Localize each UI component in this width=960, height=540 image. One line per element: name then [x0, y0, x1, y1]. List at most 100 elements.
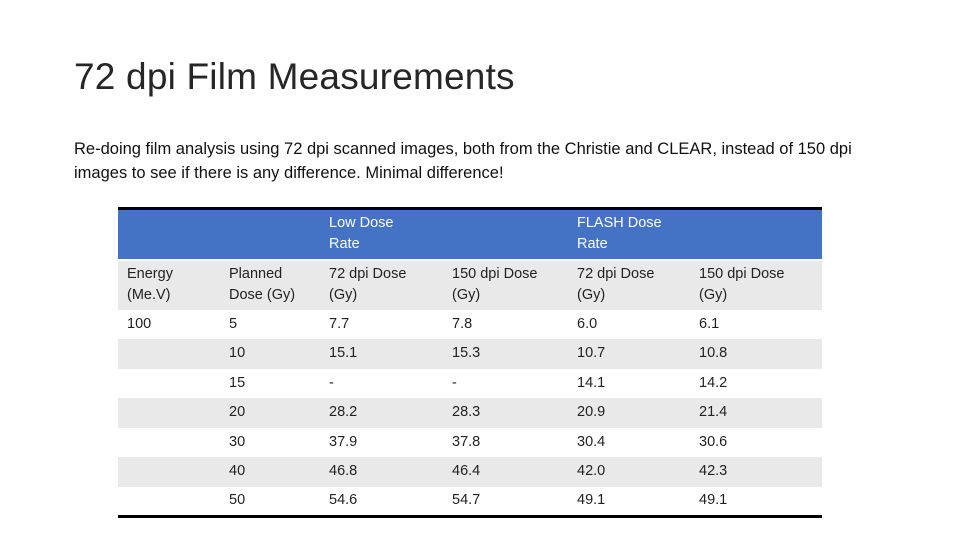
cell-text: 14.1 [577, 374, 606, 391]
table-cell: 42.3 [690, 457, 822, 487]
table-cell: 10.8 [690, 339, 822, 369]
slide-title: 72 dpi Film Measurements [74, 56, 515, 97]
data-row: 30 37.9 37.8 30.4 30.6 [118, 428, 822, 458]
data-row: 50 54.6 54.7 49.1 49.1 [118, 487, 822, 517]
cell-text: 40 [229, 463, 246, 480]
table-cell: 10.7 [568, 339, 690, 369]
cell-text: 100 [127, 315, 152, 332]
cell-text: 10.8 [699, 345, 728, 362]
cell-text: 10 [229, 345, 246, 362]
table-cell: 28.3 [443, 398, 568, 428]
table-cell [118, 457, 220, 487]
table-cell: 30 [220, 428, 320, 458]
group-header-row: Low Dose Rate FLASH Dose Rate [118, 208, 822, 261]
cell-text: 54.6 [329, 492, 358, 508]
table-cell: 30.6 [690, 428, 822, 458]
table-cell: 6.0 [568, 310, 690, 340]
cell-text: 46.4 [452, 463, 481, 480]
column-header-row: Energy (Me.V) Planned Dose (Gy) 72 dpi Dos… [118, 259, 822, 310]
table-cell: 72 dpi Dose (Gy) [320, 260, 443, 310]
table-cell: - [443, 369, 568, 399]
cell-text: 42.0 [577, 463, 606, 480]
cell-text: 30.6 [699, 433, 728, 450]
cell-text: 15.1 [329, 345, 358, 362]
cell-text: 49.1 [577, 492, 606, 508]
table-cell: Energy (Me.V) [118, 260, 220, 310]
cell-text: FLASH Dose Rate [577, 215, 662, 253]
table-cell: 7.7 [320, 310, 443, 340]
cell-text: 20.9 [577, 404, 606, 421]
table-cell [118, 398, 220, 428]
cell-text: Energy (Me.V) [127, 266, 173, 303]
table-cell: 30.4 [568, 428, 690, 458]
data-row: 10 15.1 15.3 10.7 10.8 [118, 339, 822, 369]
cell-text: 150 dpi Dose (Gy) [699, 266, 785, 303]
cell-text: Planned Dose (Gy) [229, 266, 296, 303]
table-cell [443, 208, 568, 261]
cell-text: 6.0 [577, 315, 598, 332]
cell-text: 37.9 [329, 433, 358, 450]
table-cell: 14.2 [690, 369, 822, 399]
table-cell: 72 dpi Dose (Gy) [568, 260, 690, 310]
cell-text: 7.7 [329, 315, 350, 332]
cell-text: 28.2 [329, 404, 358, 421]
table-cell: 50 [220, 487, 320, 517]
table-cell: 49.1 [568, 487, 690, 517]
table-cell: 5 [220, 310, 320, 340]
data-row: 20 28.2 28.3 20.9 21.4 [118, 398, 822, 428]
cell-text: 30 [229, 433, 246, 450]
cell-text: 30.4 [577, 433, 606, 450]
table-cell: 54.6 [320, 487, 443, 517]
table-cell: - [320, 369, 443, 399]
cell-text: 72 dpi Dose (Gy) [577, 266, 655, 303]
table-cell: 10 [220, 339, 320, 369]
table-cell [118, 487, 220, 517]
table-cell [118, 428, 220, 458]
table-cell: 20.9 [568, 398, 690, 428]
cell-text: 5 [229, 315, 238, 332]
table-cell: 42.0 [568, 457, 690, 487]
cell-text: 72 dpi Dose (Gy) [329, 266, 407, 303]
cell-text: - [452, 374, 457, 391]
data-row: 15 - - 14.1 14.2 [118, 369, 822, 399]
table-cell [118, 339, 220, 369]
cell-text: 15.3 [452, 345, 481, 362]
results-table: Low Dose Rate FLASH Dose Rate Energy (Me.V… [118, 207, 822, 518]
table-cell: FLASH Dose Rate [568, 208, 690, 261]
table-cell [220, 208, 320, 261]
table-cell: 14.1 [568, 369, 690, 399]
table-cell [118, 369, 220, 399]
table-cell: Planned Dose (Gy) [220, 260, 320, 310]
table-cell: 6.1 [690, 310, 822, 340]
table-cell: 21.4 [690, 398, 822, 428]
cell-text: 42.3 [699, 463, 728, 480]
table-cell: 37.9 [320, 428, 443, 458]
cell-text: 14.2 [699, 374, 728, 391]
table-cell: 7.8 [443, 310, 568, 340]
slide-body: Re-doing film analysis using 72 dpi scan… [74, 140, 852, 182]
cell-text: 10.7 [577, 345, 606, 362]
table-cell: 28.2 [320, 398, 443, 428]
cell-text: 54.7 [452, 492, 481, 508]
table-cell: 20 [220, 398, 320, 428]
table-cell [690, 208, 822, 261]
table-cell [118, 208, 220, 261]
table-cell: 46.4 [443, 457, 568, 487]
table-cell: 54.7 [443, 487, 568, 517]
cell-text: 50 [229, 492, 246, 508]
data-row: 100 5 7.7 7.8 6.0 6.1 [118, 310, 822, 340]
table-cell: 46.8 [320, 457, 443, 487]
table-cell: 49.1 [690, 487, 822, 517]
cell-text: 20 [229, 404, 246, 421]
table-cell: 150 dpi Dose (Gy) [443, 260, 568, 310]
table-cell: 40 [220, 457, 320, 487]
table-cell: 15 [220, 369, 320, 399]
cell-text: 21.4 [699, 404, 728, 421]
data-row: 40 46.8 46.4 42.0 42.3 [118, 457, 822, 487]
cell-text: 46.8 [329, 463, 358, 480]
cell-text: 49.1 [699, 492, 728, 508]
table-cell: 37.8 [443, 428, 568, 458]
table-cell: 100 [118, 310, 220, 340]
cell-text: 6.1 [699, 315, 720, 332]
